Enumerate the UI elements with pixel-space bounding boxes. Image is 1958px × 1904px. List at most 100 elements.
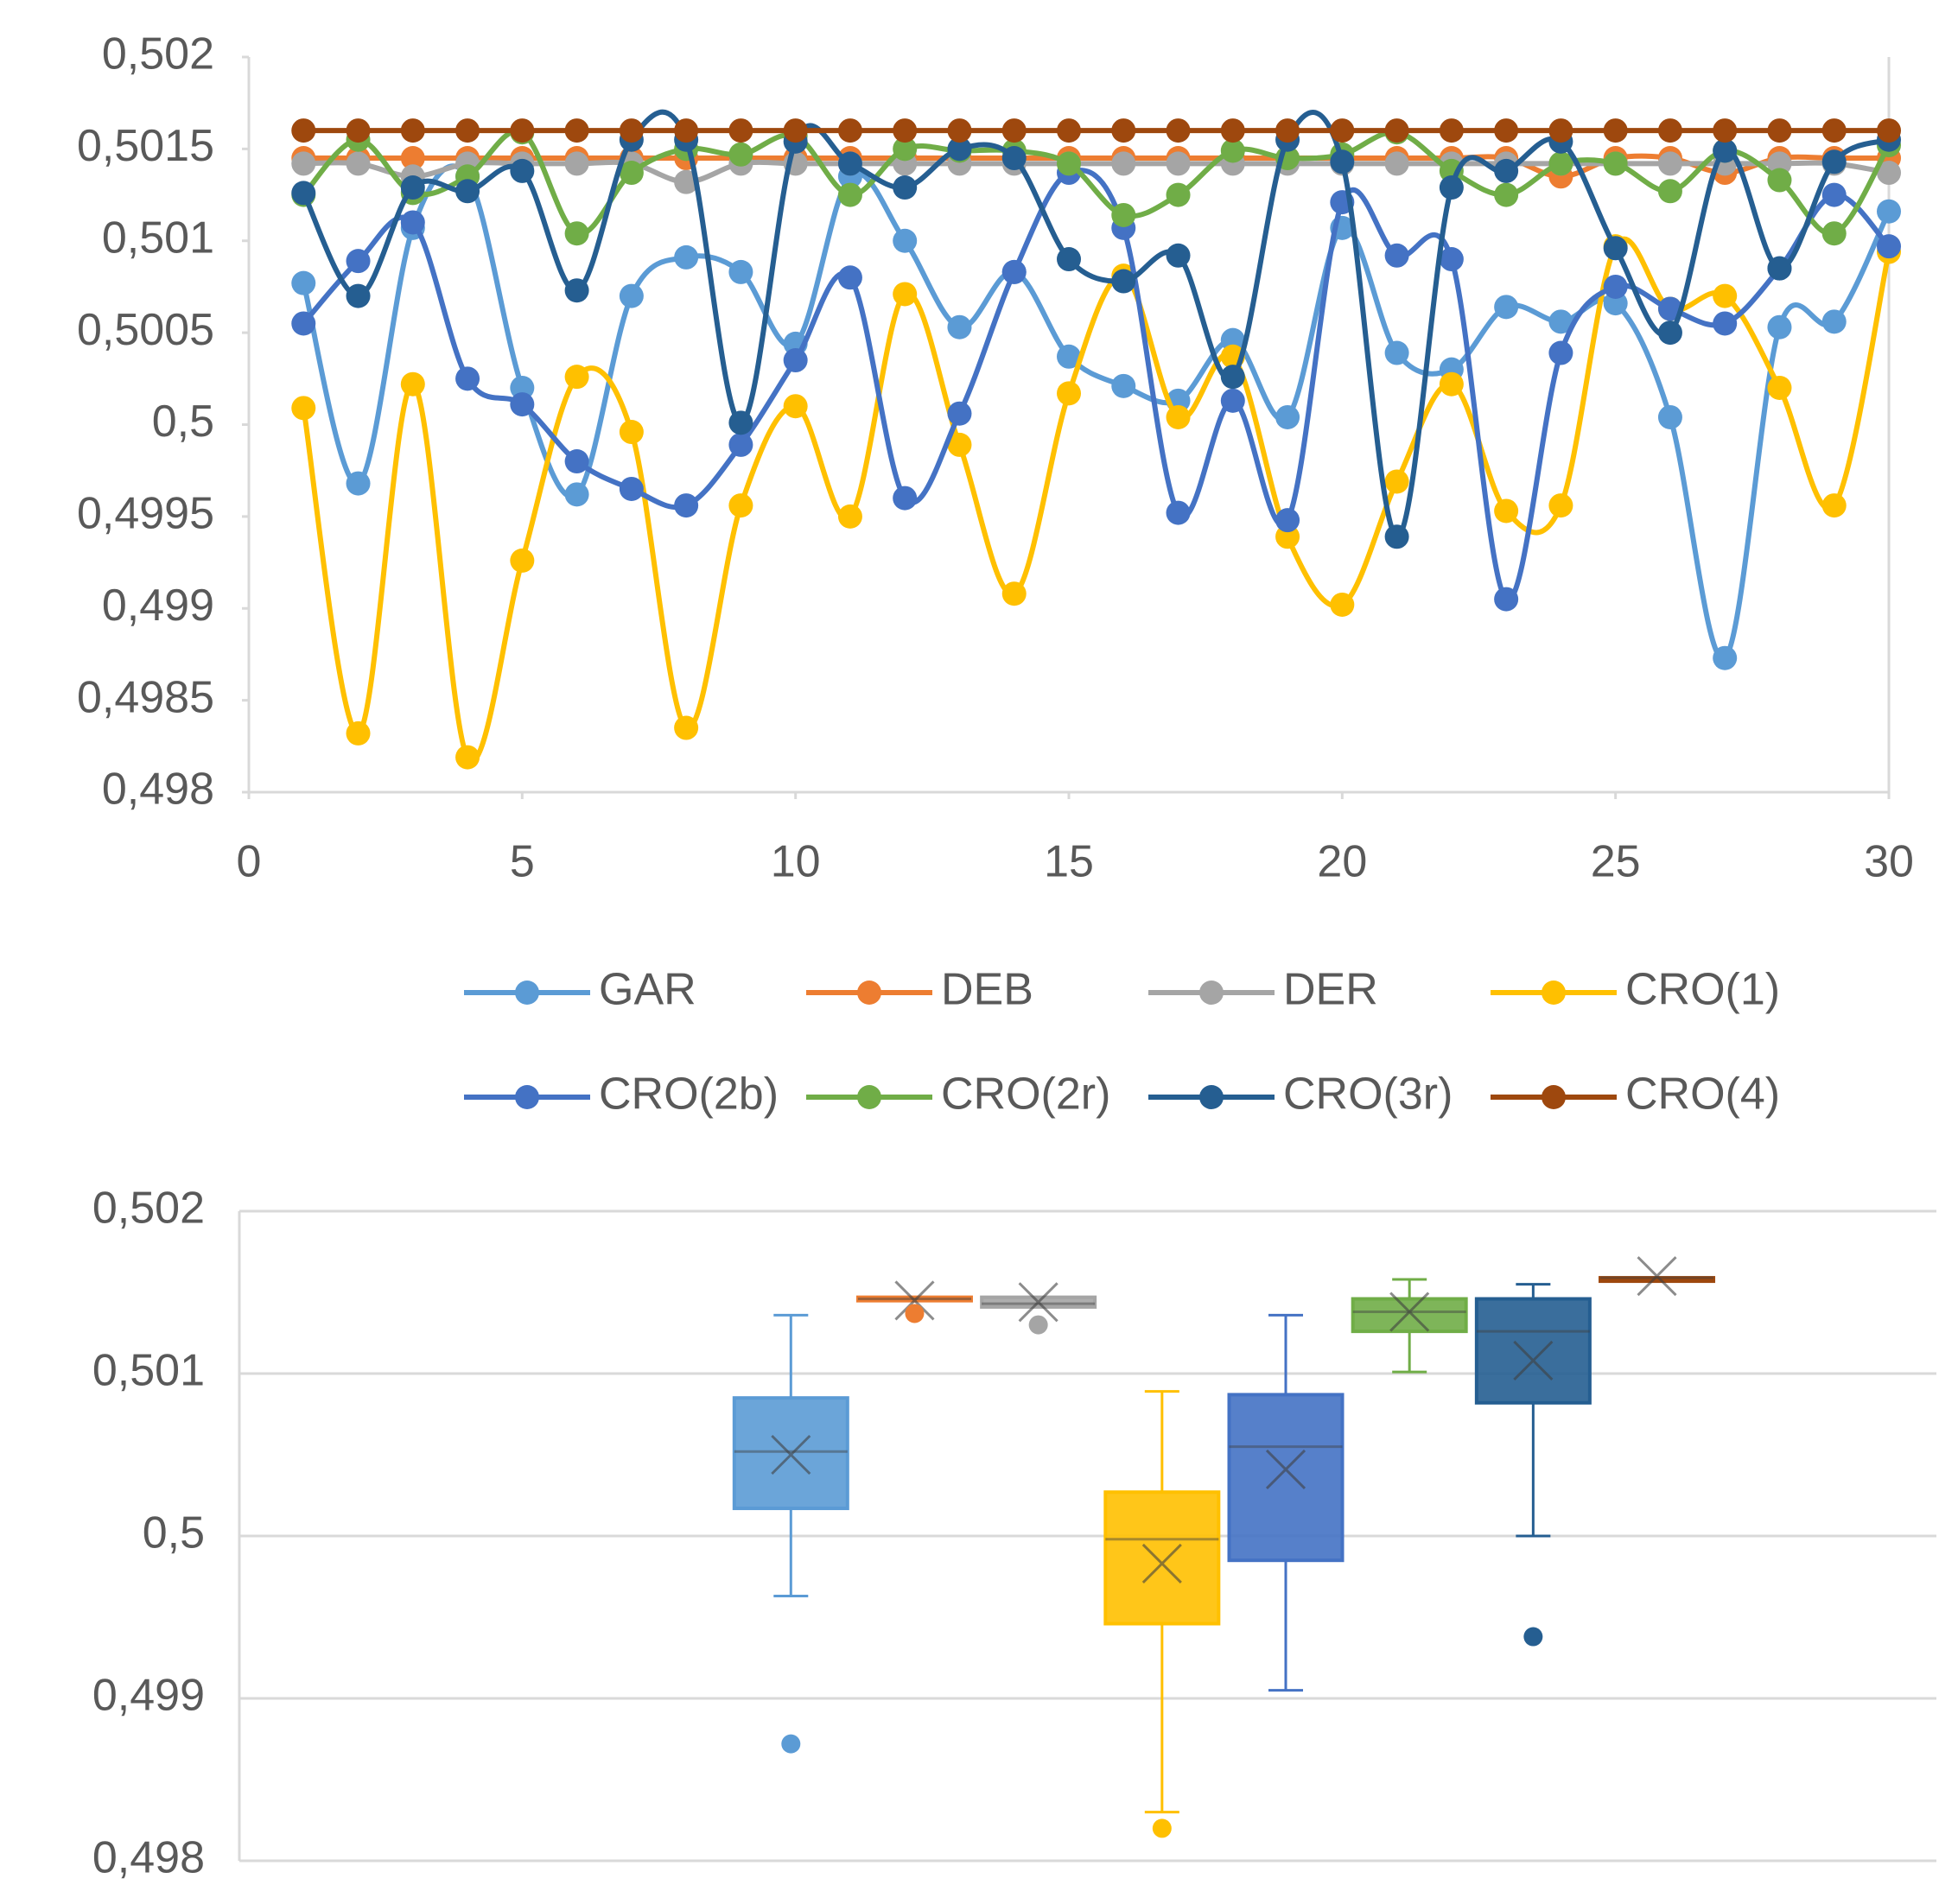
point <box>346 720 371 746</box>
point <box>291 181 316 206</box>
point <box>674 493 699 518</box>
point <box>674 244 699 270</box>
point <box>1821 221 1847 246</box>
point <box>455 118 480 143</box>
point <box>1877 234 1901 259</box>
legend-marker <box>515 981 539 1005</box>
outlier <box>1523 1627 1543 1647</box>
y-tick-label: 0,498 <box>92 1833 205 1883</box>
point <box>1713 283 1738 308</box>
y-tick-label: 0,499 <box>102 581 214 631</box>
point <box>1166 118 1191 143</box>
legend-marker <box>857 1085 881 1109</box>
mean-marker <box>1018 1282 1058 1323</box>
point <box>564 449 589 474</box>
point <box>400 118 425 143</box>
x-tick-label: 25 <box>1591 837 1641 887</box>
point <box>728 410 753 435</box>
point <box>1275 118 1300 143</box>
point <box>346 151 371 176</box>
point <box>1220 327 1245 352</box>
point <box>674 169 699 194</box>
point <box>1111 373 1136 398</box>
point <box>1877 161 1901 186</box>
legend-label: DER <box>1283 965 1378 1015</box>
point <box>346 249 371 274</box>
point <box>1767 151 1792 176</box>
point <box>455 179 480 204</box>
mean-marker <box>1265 1449 1306 1489</box>
legend-marker <box>1199 981 1224 1005</box>
point <box>564 365 589 390</box>
mean-marker <box>1637 1256 1677 1297</box>
outlier <box>781 1734 801 1754</box>
legend-label: CRO(3r) <box>1283 1069 1453 1120</box>
point <box>1603 291 1628 316</box>
point <box>1767 168 1792 193</box>
point <box>1384 340 1409 365</box>
point <box>1057 151 1081 176</box>
mean-marker <box>894 1280 935 1321</box>
point <box>1111 202 1136 227</box>
point <box>400 175 425 200</box>
point <box>1494 587 1519 612</box>
y-tick-label: 0,4985 <box>77 672 214 722</box>
point <box>947 432 972 457</box>
point <box>1166 243 1191 268</box>
y-tick-label: 0,4995 <box>77 489 214 539</box>
point <box>1603 236 1628 261</box>
point <box>510 158 535 183</box>
point <box>1001 581 1027 606</box>
point <box>1111 269 1136 294</box>
box <box>1351 1297 1468 1334</box>
point <box>400 371 425 397</box>
point <box>1767 118 1792 143</box>
point <box>1603 274 1628 299</box>
legend-marker <box>857 981 881 1005</box>
point <box>1548 118 1573 143</box>
point <box>837 118 862 143</box>
point <box>1603 151 1628 176</box>
point <box>837 151 862 176</box>
x-tick-label: 30 <box>1864 837 1914 887</box>
point <box>728 493 753 518</box>
point <box>1713 118 1738 143</box>
point <box>346 283 371 308</box>
point <box>1439 118 1464 143</box>
series-line <box>301 163 1891 662</box>
point <box>728 259 753 284</box>
point <box>510 375 535 400</box>
y-tick-label: 0,502 <box>92 1184 205 1234</box>
point <box>619 420 644 445</box>
legend-label: DEB <box>941 965 1033 1015</box>
point <box>1166 182 1191 207</box>
outlier <box>1152 1818 1172 1838</box>
legend-label: CRO(2b) <box>599 1069 779 1120</box>
point <box>1001 118 1027 143</box>
point <box>837 182 862 207</box>
point <box>1713 311 1738 336</box>
point <box>1877 118 1901 143</box>
point <box>291 311 316 336</box>
point <box>1275 404 1300 429</box>
point <box>1657 321 1682 346</box>
x-tick-label: 5 <box>510 837 535 887</box>
point <box>1330 118 1355 143</box>
point <box>1548 309 1573 334</box>
point <box>1220 118 1245 143</box>
point <box>1657 151 1682 176</box>
point <box>1494 158 1519 183</box>
point <box>893 228 918 253</box>
y-tick-label: 0,499 <box>92 1671 205 1721</box>
point <box>455 366 480 391</box>
point <box>510 118 535 143</box>
point <box>291 270 316 295</box>
point <box>1384 469 1409 494</box>
y-tick-label: 0,5005 <box>77 305 214 355</box>
point <box>1767 314 1792 340</box>
legend-label: CRO(4) <box>1625 1069 1780 1120</box>
point <box>1821 118 1847 143</box>
point <box>1057 381 1081 406</box>
point <box>1275 524 1300 549</box>
x-tick-label: 10 <box>771 837 821 887</box>
